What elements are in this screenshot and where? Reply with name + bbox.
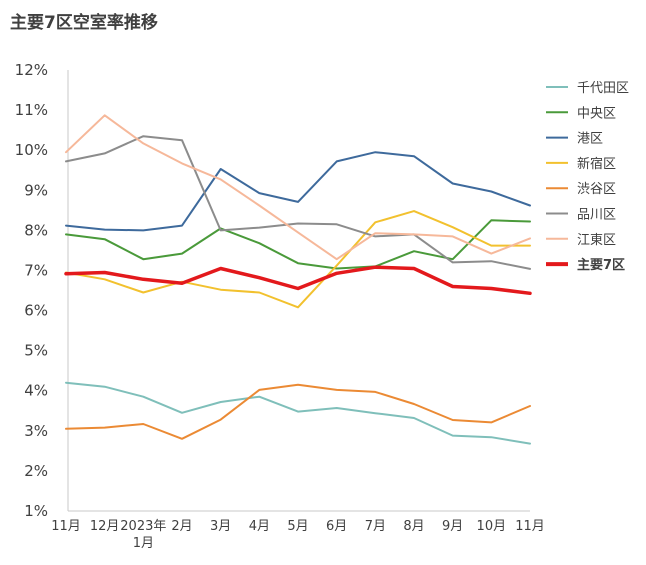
y-tick-label: 3% xyxy=(24,422,48,440)
legend-label: 渋谷区 xyxy=(577,182,616,197)
series-line-新宿区 xyxy=(65,210,531,309)
x-tick-label: 8月 xyxy=(403,519,424,534)
x-tick-label: 12月 xyxy=(90,519,120,534)
x-tick-label: 4月 xyxy=(249,519,270,534)
x-tick-label: 7月 xyxy=(365,519,386,534)
series-line-千代田区 xyxy=(65,381,531,445)
x-tick-label: 3月 xyxy=(210,519,231,534)
series-line-渋谷区 xyxy=(65,383,531,440)
legend-label: 主要7区 xyxy=(577,257,625,273)
y-tick-label: 5% xyxy=(24,342,48,360)
y-tick-label: 9% xyxy=(24,181,48,199)
y-tick-label: 11% xyxy=(15,101,48,119)
chart-title: 主要7区空室率推移 xyxy=(10,13,158,33)
series-line-港区 xyxy=(65,151,531,232)
series-line-中央区 xyxy=(65,219,531,270)
series-line-品川区 xyxy=(65,135,531,270)
x-tick-label: 11月 xyxy=(515,519,545,534)
x-tick-label: 9月 xyxy=(442,519,463,534)
x-tick-label: 11月 xyxy=(51,519,81,534)
x-tick-label: 10月 xyxy=(477,519,507,534)
y-tick-label: 10% xyxy=(15,141,48,159)
y-tick-label: 7% xyxy=(24,261,48,279)
legend-label: 港区 xyxy=(577,132,603,147)
series-line-主要7区 xyxy=(64,265,532,296)
legend-label: 中央区 xyxy=(577,106,616,121)
series-line-江東区 xyxy=(65,114,531,261)
legend-label: 江東区 xyxy=(577,232,616,248)
y-tick-label: 1% xyxy=(24,502,48,520)
y-tick-label: 12% xyxy=(15,61,48,79)
legend-label: 新宿区 xyxy=(577,156,616,172)
x-tick-label: 5月 xyxy=(287,519,308,534)
y-tick-label: 6% xyxy=(24,302,48,320)
legend-label: 千代田区 xyxy=(577,81,629,96)
x-tick-label: 6月 xyxy=(326,519,347,534)
x-tick-label: 2023年 1月 xyxy=(120,519,166,551)
legend-label: 品川区 xyxy=(577,208,616,223)
x-tick-label: 2月 xyxy=(171,519,192,534)
y-tick-label: 4% xyxy=(24,382,48,400)
y-tick-label: 2% xyxy=(24,462,48,480)
y-tick-label: 8% xyxy=(24,221,48,239)
